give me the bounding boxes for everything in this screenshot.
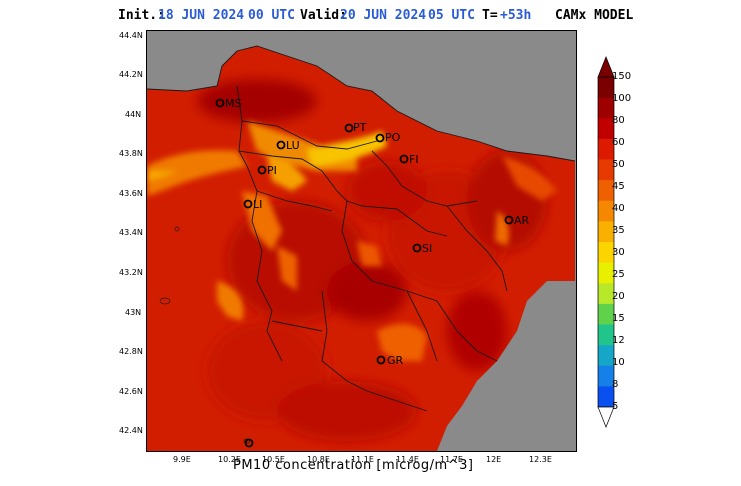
city-marker-pi [257,165,267,175]
city-label-li: LI [253,198,263,211]
colorbar-label: 35 [612,225,625,236]
colorbar-segment [598,365,614,387]
y-tick-label: 44N [125,110,142,119]
x-tick-label: 9.9E [173,455,191,464]
colorbar-label: 150 [612,71,632,82]
city-label-pt: PT [353,121,367,134]
colorbar-label: 30 [612,247,625,258]
y-tick-label: 42.4N [119,426,143,435]
colorbar-label: 8 [612,379,619,390]
init-label: Init.: [118,8,165,23]
y-tick-label: 42.8N [119,347,143,356]
colorbar-segment [598,242,614,264]
t-label: T= [482,8,498,23]
city-marker-li [243,199,253,209]
city-marker-island [244,438,254,448]
x-tick-label: 11.4E [396,455,419,464]
colorbar-label: 60 [612,137,625,148]
colorbar-segment [598,200,614,222]
city-label-po: PO [385,131,401,144]
y-tick-label: 43.8N [119,149,143,158]
colorbar-segment [598,324,614,346]
colorbar-label: 10 [612,357,625,368]
region-borders [221,45,576,412]
colorbar-label: 100 [612,93,632,104]
x-tick-label: 11.1E [351,455,374,464]
colorbar-segment [598,138,614,160]
x-tick-label: 11.7E [440,455,463,464]
northwest-coastline [147,65,223,92]
city-marker-fi [399,154,409,164]
header-bar: Init.: 18 JUN 2024 00 UTC Valid: 20 JUN … [0,8,741,28]
y-tick-label: 43.6N [119,189,143,198]
city-label-pi: PI [267,164,277,177]
city-label-ms: MS [225,97,242,110]
colorbar-segment [598,221,614,243]
city-marker-pt [344,123,354,133]
y-tick-label: 44.4N [119,31,143,40]
y-tick-label: 44.2N [119,70,143,79]
colorbar-segment [598,386,614,408]
y-tick-label: 43N [125,308,142,317]
colorbar-segment [598,262,614,284]
pm10-map [146,30,577,452]
city-markers [215,98,514,448]
city-marker-ar [504,215,514,225]
x-tick-label: 10.8E [307,455,330,464]
x-tick-label: 10.2E [218,455,241,464]
colorbar-label: 80 [612,115,625,126]
colorbar-segment [598,345,614,367]
colorbar-label: 45 [612,181,625,192]
city-label-fi: FI [409,153,419,166]
x-tick-label: 12E [486,455,502,464]
field-title: PM10 concentration [microg/m^3] [233,458,474,473]
city-label-lu: LU [286,139,300,152]
colorbar-segment [598,97,614,119]
x-tick-label: 12.3E [529,455,552,464]
colorbar-label: 25 [612,269,625,280]
colorbar-segment [598,77,614,99]
colorbar-segment [598,180,614,202]
colorbar [597,56,615,428]
colorbar-label: 50 [612,159,625,170]
colorbar-label: 20 [612,291,625,302]
colorbar-segment [598,118,614,140]
map-canvas [147,31,576,451]
y-tick-label: 42.6N [119,387,143,396]
model-name: CAMx MODEL [555,8,634,23]
city-label-si: SI [422,242,433,255]
valid-date: 20 JUN 2024 [340,8,427,23]
colorbar-top-arrow [597,56,615,78]
valid-label: Valid: [300,8,347,23]
colorbar-segment [598,303,614,325]
city-label-ar: AR [514,214,530,227]
colorbar-label: 15 [612,313,625,324]
colorbar-bottom-arrow [597,406,615,428]
init-date: 18 JUN 2024 [158,8,245,23]
city-label-gr: GR [387,354,404,367]
x-tick-label: 10.5E [262,455,285,464]
valid-time: 05 UTC [428,8,475,23]
t-value: +53h [500,8,532,23]
city-marker-gr [376,355,386,365]
colorbar-segment [598,159,614,181]
city-marker-lu [276,140,286,150]
city-marker-ms [215,98,225,108]
colorbar-label: 12 [612,335,625,346]
city-marker-si [412,243,422,253]
colorbar-segment [598,283,614,305]
colorbar-label: 40 [612,203,625,214]
city-marker-po [375,133,385,143]
colorbar-label: 5 [612,401,619,412]
y-tick-label: 43.4N [119,228,143,237]
y-tick-label: 43.2N [119,268,143,277]
init-time: 00 UTC [248,8,295,23]
